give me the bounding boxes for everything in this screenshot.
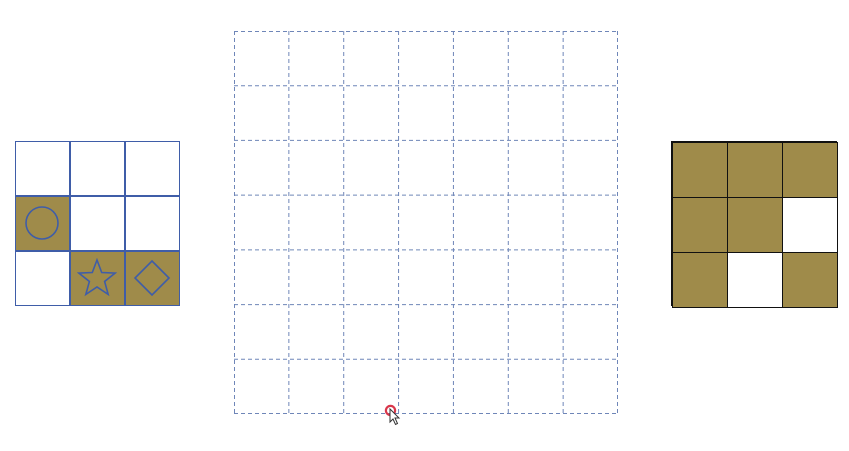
source-tile[interactable] <box>14 140 180 306</box>
source-cell-3-3[interactable] <box>124 250 180 306</box>
source-cell-1-3[interactable] <box>124 140 180 196</box>
source-cell-1-2[interactable] <box>69 140 125 196</box>
drop-grid-lines <box>234 31 618 414</box>
source-cell-3-2[interactable] <box>69 250 125 306</box>
target-cell-3-2 <box>726 251 783 308</box>
diamond-icon <box>133 259 171 297</box>
target-pattern <box>671 141 838 308</box>
source-cell-2-3[interactable] <box>124 195 180 251</box>
drop-grid[interactable] <box>234 31 618 414</box>
circle-icon <box>25 206 59 240</box>
source-cell-1-1[interactable] <box>14 140 70 196</box>
target-cell-1-1 <box>671 141 728 198</box>
target-cell-1-3 <box>781 141 838 198</box>
target-cell-2-2 <box>726 196 783 253</box>
target-cell-1-2 <box>726 141 783 198</box>
source-cell-2-2[interactable] <box>69 195 125 251</box>
target-cell-3-1 <box>671 251 728 308</box>
source-cell-2-1[interactable] <box>14 195 70 251</box>
target-cell-2-1 <box>671 196 728 253</box>
star-icon <box>77 258 117 297</box>
target-cell-3-3 <box>781 251 838 308</box>
target-cell-2-3 <box>781 196 838 253</box>
source-cell-3-1[interactable] <box>14 250 70 306</box>
